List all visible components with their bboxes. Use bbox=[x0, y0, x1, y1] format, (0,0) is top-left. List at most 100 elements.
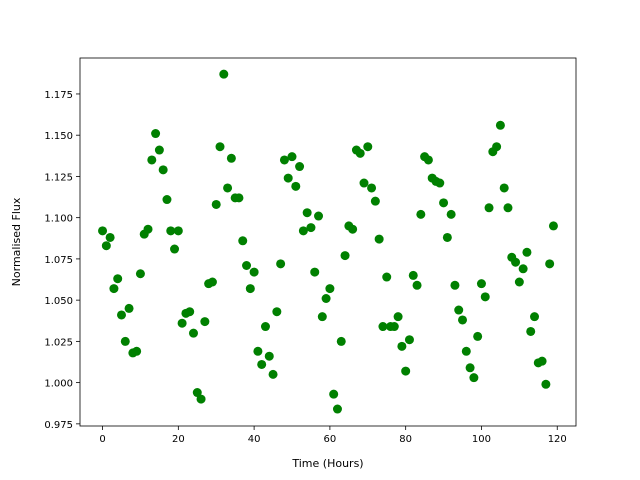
data-point bbox=[162, 195, 172, 205]
data-point bbox=[370, 196, 380, 206]
x-tick-label: 80 bbox=[399, 434, 412, 445]
data-point bbox=[120, 336, 130, 346]
y-axis-label: Normalised Flux bbox=[10, 197, 23, 286]
data-point bbox=[207, 277, 217, 287]
data-point bbox=[325, 284, 335, 294]
data-point bbox=[548, 221, 558, 231]
data-point bbox=[143, 224, 153, 234]
data-point bbox=[238, 236, 248, 246]
data-point bbox=[314, 211, 324, 221]
data-point bbox=[276, 259, 286, 269]
data-point bbox=[291, 181, 301, 191]
data-point bbox=[382, 272, 392, 282]
data-point bbox=[173, 226, 183, 236]
data-point bbox=[511, 257, 521, 267]
data-point bbox=[264, 351, 274, 361]
data-point bbox=[518, 264, 528, 274]
data-point bbox=[503, 203, 513, 213]
data-point bbox=[215, 142, 225, 152]
data-point bbox=[416, 209, 426, 219]
data-point bbox=[272, 307, 282, 317]
data-point bbox=[192, 388, 202, 398]
data-point bbox=[242, 261, 252, 271]
data-point bbox=[465, 363, 475, 373]
data-point bbox=[473, 331, 483, 341]
x-tick-label: 40 bbox=[248, 434, 261, 445]
data-point bbox=[196, 394, 206, 404]
data-point bbox=[101, 241, 111, 251]
data-point bbox=[170, 244, 180, 254]
data-point bbox=[484, 203, 494, 213]
data-point bbox=[226, 153, 236, 163]
data-point bbox=[151, 129, 161, 139]
data-point bbox=[154, 145, 164, 155]
data-point bbox=[545, 259, 555, 269]
data-point bbox=[408, 270, 418, 280]
data-point bbox=[480, 292, 490, 302]
data-point bbox=[98, 226, 108, 236]
data-point bbox=[458, 315, 468, 325]
data-point bbox=[245, 284, 255, 294]
data-point bbox=[522, 247, 532, 257]
data-point bbox=[268, 369, 278, 379]
data-point bbox=[499, 183, 509, 193]
data-point bbox=[188, 328, 198, 338]
data-point bbox=[374, 234, 384, 244]
y-tick-label: 1.125 bbox=[44, 172, 73, 183]
y-tick-label: 1.000 bbox=[44, 379, 73, 390]
x-tick-label: 100 bbox=[472, 434, 491, 445]
y-tick-label: 1.050 bbox=[44, 296, 73, 307]
x-axis-label: Time (Hours) bbox=[291, 457, 363, 470]
data-point bbox=[397, 341, 407, 351]
x-tick-label: 20 bbox=[172, 434, 185, 445]
data-point bbox=[124, 303, 134, 313]
data-point bbox=[367, 183, 377, 193]
data-point bbox=[147, 155, 157, 165]
y-tick-label: 1.025 bbox=[44, 337, 73, 348]
data-point bbox=[363, 142, 373, 152]
data-point bbox=[287, 152, 297, 162]
data-point bbox=[454, 305, 464, 315]
data-point bbox=[348, 224, 358, 234]
data-point bbox=[359, 178, 369, 188]
y-tick-label: 1.100 bbox=[44, 214, 73, 225]
data-point bbox=[219, 69, 229, 79]
data-point bbox=[283, 173, 293, 183]
data-point bbox=[234, 193, 244, 203]
data-point bbox=[158, 165, 168, 175]
data-point bbox=[109, 284, 119, 294]
data-point bbox=[393, 312, 403, 322]
data-point bbox=[355, 148, 365, 158]
data-point bbox=[442, 232, 452, 242]
data-point bbox=[495, 120, 505, 130]
data-point bbox=[476, 279, 486, 289]
data-point bbox=[378, 322, 388, 332]
data-point bbox=[492, 142, 502, 152]
data-point bbox=[412, 280, 422, 290]
data-point bbox=[404, 335, 414, 345]
data-point bbox=[253, 346, 263, 356]
data-point bbox=[257, 359, 267, 369]
data-point bbox=[401, 366, 411, 376]
data-point bbox=[469, 373, 479, 383]
data-point bbox=[223, 183, 233, 193]
data-point bbox=[200, 317, 210, 327]
data-point bbox=[446, 209, 456, 219]
data-point bbox=[116, 310, 126, 320]
x-tick-label: 60 bbox=[324, 434, 337, 445]
data-point bbox=[530, 312, 540, 322]
y-tick-label: 1.075 bbox=[44, 255, 73, 266]
data-point bbox=[177, 318, 187, 328]
data-point bbox=[332, 404, 342, 414]
data-point bbox=[526, 326, 536, 336]
data-point bbox=[105, 232, 115, 242]
y-tick-label: 1.150 bbox=[44, 131, 73, 142]
data-point bbox=[321, 293, 331, 303]
data-point bbox=[211, 199, 221, 209]
data-point bbox=[113, 274, 123, 284]
data-point bbox=[249, 267, 259, 277]
plot-frame bbox=[79, 57, 577, 427]
data-point bbox=[329, 389, 339, 399]
data-point bbox=[435, 178, 445, 188]
data-point bbox=[336, 336, 346, 346]
